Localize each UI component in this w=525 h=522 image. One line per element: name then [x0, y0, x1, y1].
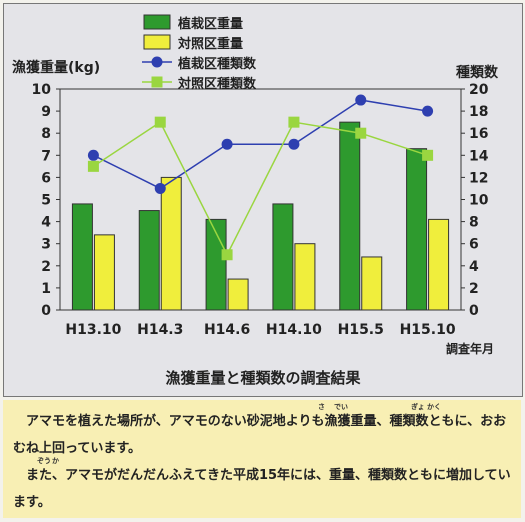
right-tick-label: 18: [469, 104, 488, 120]
bar: [71, 203, 93, 311]
legend-swatch: [143, 34, 171, 50]
right-tick-label: 8: [469, 215, 479, 231]
ruby-annotation: さ: [318, 403, 325, 411]
x-tick-label: H15.10: [400, 322, 456, 338]
bar: [339, 121, 361, 311]
legend-swatch: [143, 14, 171, 30]
plot-area: [59, 88, 462, 311]
legend-label: 植栽区重量: [177, 16, 243, 32]
line-point: [87, 149, 99, 161]
left-tick-label: 7: [41, 148, 51, 164]
left-tick-label: 10: [32, 82, 52, 98]
x-tick-label: H15.5: [338, 322, 384, 338]
x-axis-label: 調査年月: [446, 341, 494, 356]
ruby-annotation: ぞう: [37, 457, 51, 465]
x-tick-label: H13.10: [65, 322, 121, 338]
line-point: [288, 116, 300, 128]
bar: [93, 234, 115, 311]
line-point: [154, 182, 166, 194]
description-paragraph-2: また、アマモがだんだんふえてきた平成15年には、重量、種類数ともに増加しています…: [13, 468, 511, 510]
left-tick-label: 9: [41, 104, 51, 120]
right-tick-label: 2: [469, 281, 479, 297]
legend-label: 対照区種類数: [177, 76, 257, 92]
series-line: [93, 99, 428, 190]
y-axis-label-right: 種類数: [456, 64, 499, 81]
ruby-annotation: でい: [334, 403, 348, 411]
right-tick-label: 12: [469, 170, 488, 186]
line-point: [288, 138, 300, 150]
line-point: [355, 127, 367, 139]
description-panel: アマモを植えた場所が、アマモのない砂泥地よりも漁獲重量、種類数ともに、おおむね上…: [3, 400, 521, 518]
bar: [272, 203, 294, 311]
bar: [428, 218, 450, 311]
left-tick-label: 3: [41, 237, 51, 253]
x-tick-label: H14.10: [266, 322, 322, 338]
bar: [138, 210, 160, 311]
left-tick-label: 1: [41, 281, 51, 297]
left-tick-label: 8: [41, 126, 51, 142]
left-tick-label: 2: [41, 259, 51, 275]
bar: [227, 278, 249, 311]
y-axis-label-left: 漁獲重量(kg): [12, 59, 100, 76]
bar: [294, 243, 316, 311]
line-point: [87, 160, 99, 172]
ruby-annotation: か: [52, 457, 59, 465]
line-point: [221, 249, 233, 261]
right-tick-label: 0: [469, 303, 479, 319]
line-point: [355, 94, 367, 106]
right-tick-label: 20: [469, 82, 489, 98]
bar: [160, 176, 182, 311]
left-tick-label: 5: [41, 193, 51, 209]
left-tick-label: 0: [41, 303, 51, 319]
right-tick-label: 14: [469, 148, 489, 164]
chart-panel: 0 1 2 3 4 5 6 7 8 9 10 0 2 4 6 8 10 12 14 16 18 20 H13.10 H14.3…: [3, 3, 523, 397]
legend-marker: [151, 56, 163, 68]
line-point: [422, 105, 434, 117]
right-tick-label: 10: [469, 193, 489, 209]
legend-marker: [151, 76, 163, 88]
line-point: [154, 116, 166, 128]
left-tick-label: 6: [41, 170, 51, 186]
chart-title: 漁獲重量と種類数の調査結果: [165, 369, 361, 387]
ruby-annotation: ぎょ: [411, 403, 425, 411]
x-tick-label: H14.3: [137, 322, 183, 338]
right-tick-label: 16: [469, 126, 488, 142]
line-point: [422, 149, 434, 161]
line-point: [221, 138, 233, 150]
legend-label: 植栽区種類数: [177, 56, 257, 72]
bar: [361, 256, 383, 311]
left-tick-label: 4: [41, 215, 51, 231]
x-tick-label: H14.6: [204, 322, 250, 338]
ruby-annotation: かく: [427, 403, 441, 411]
bar: [406, 148, 428, 311]
right-tick-label: 6: [469, 237, 479, 253]
legend-label: 対照区重量: [177, 36, 243, 52]
series-line: [93, 121, 428, 257]
description-paragraph-1: アマモを植えた場所が、アマモのない砂泥地よりも漁獲重量、種類数ともに、おおむね上…: [13, 414, 507, 456]
right-tick-label: 4: [469, 259, 479, 275]
